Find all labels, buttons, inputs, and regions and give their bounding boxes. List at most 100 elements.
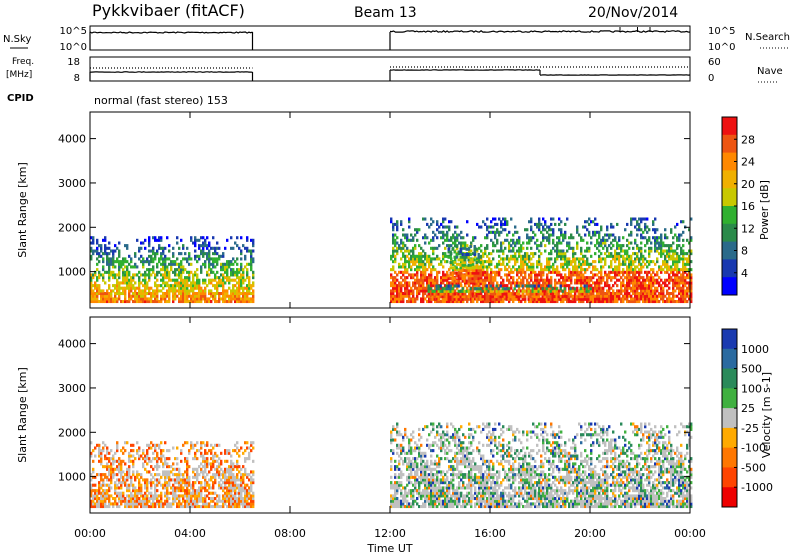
echo-cell: [90, 249, 93, 253]
echo-cell: [134, 502, 137, 506]
echo-cell: [144, 502, 147, 506]
echo-cell: [176, 486, 179, 490]
echo-cell: [416, 286, 419, 290]
echo-cell: [126, 281, 129, 285]
echo-cell: [484, 281, 487, 285]
echo-cell: [588, 217, 591, 221]
echo-cell: [94, 483, 97, 487]
echo-cell: [464, 244, 467, 248]
echo-cell: [190, 236, 193, 240]
echo-cell: [126, 470, 129, 474]
echo-cell: [398, 297, 401, 301]
echo-cell: [134, 294, 137, 298]
echo-cell: [606, 292, 609, 296]
echo-cell: [226, 262, 229, 266]
echo-cell: [528, 286, 531, 290]
echo-cell: [128, 300, 131, 304]
echo-cell: [398, 246, 401, 250]
echo-cell: [92, 489, 95, 493]
echo-cell: [216, 300, 219, 304]
echo-cell: [126, 286, 129, 290]
echo-cell: [144, 286, 147, 290]
echo-cell: [510, 268, 513, 272]
echo-cell: [444, 252, 447, 256]
echo-cell: [156, 265, 159, 269]
echo-cell: [688, 257, 691, 261]
echo-cell: [530, 228, 533, 232]
echo-cell: [234, 278, 237, 282]
echo-cell: [102, 260, 105, 264]
echo-cell: [194, 297, 197, 301]
echo-cell: [606, 278, 609, 282]
echo-cell: [416, 270, 419, 274]
echo-cell: [224, 297, 227, 301]
echo-cell: [638, 270, 641, 274]
echo-cell: [142, 502, 145, 506]
echo-cell: [116, 273, 119, 277]
echo-cell: [538, 225, 541, 229]
echo-cell: [582, 238, 585, 242]
echo-cell: [244, 297, 247, 301]
echo-cell: [632, 278, 635, 282]
echo-cell: [500, 262, 503, 266]
echo-cell: [580, 276, 583, 280]
echo-cell: [580, 281, 583, 285]
echo-cell: [634, 276, 637, 280]
echo-cell: [648, 284, 651, 288]
echo-cell: [452, 300, 455, 304]
echo-cell: [502, 228, 505, 232]
echo-cell: [536, 278, 539, 282]
echo-cell: [416, 254, 419, 258]
echo-cell: [116, 449, 119, 453]
echo-cell: [648, 262, 651, 266]
echo-cell: [140, 473, 143, 477]
echo-cell: [238, 300, 241, 304]
echo-cell: [98, 443, 101, 447]
echo-cell: [557, 295, 560, 299]
echo-cell: [632, 268, 635, 272]
echo-cell: [558, 249, 561, 253]
echo-cell: [511, 297, 514, 301]
echo-cell: [536, 246, 539, 250]
echo-cell: [433, 289, 436, 293]
echo-cell: [494, 294, 497, 298]
echo-cell: [110, 473, 113, 477]
echo-cell: [514, 284, 517, 288]
echo-cell: [214, 300, 217, 304]
echo-cell: [656, 270, 659, 274]
echo-cell: [634, 273, 637, 277]
echo-cell: [400, 294, 403, 298]
echo-cell: [218, 254, 221, 258]
echo-cell: [156, 297, 159, 301]
echo-cell: [463, 297, 466, 301]
echo-cell: [440, 230, 443, 234]
echo-cell: [449, 253, 452, 257]
echo-cell: [497, 297, 500, 301]
echo-cell: [138, 281, 141, 285]
echo-cell: [152, 257, 155, 261]
echo-cell: [548, 257, 551, 261]
echo-cell: [598, 286, 601, 290]
echo-cell: [126, 475, 129, 479]
echo-cell: [222, 286, 225, 290]
echo-cell: [134, 254, 137, 258]
echo-cell: [184, 481, 187, 485]
echo-cell: [202, 254, 205, 258]
echo-cell: [546, 284, 549, 288]
echo-cell: [660, 241, 663, 245]
echo-cell: [494, 270, 497, 274]
echo-cell: [140, 297, 143, 301]
echo-cell: [537, 289, 540, 293]
echo-cell: [600, 241, 603, 245]
echo-cell: [426, 278, 429, 282]
echo-cell: [178, 262, 181, 266]
echo-cell: [162, 281, 165, 285]
echo-cell: [178, 481, 181, 485]
echo-cell: [546, 265, 549, 269]
echo-cell: [458, 281, 461, 285]
echo-cell: [176, 505, 179, 509]
echo-cell: [584, 294, 587, 298]
echo-cell: [554, 257, 557, 261]
echo-cell: [546, 260, 549, 264]
echo-cell: [459, 266, 462, 270]
